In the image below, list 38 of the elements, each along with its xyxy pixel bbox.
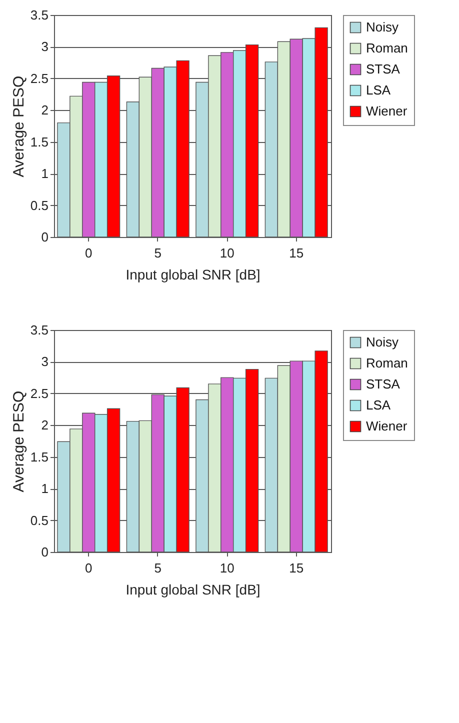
legend-label: STSA [366,376,400,392]
y-axis-title: Average PESQ [10,76,28,178]
legend-label: Roman [366,40,408,56]
x-axis-title: Input global SNR [dB] [126,582,260,598]
y-tick-label: 3.5 [30,322,48,338]
y-axis-title: Average PESQ [10,390,28,492]
x-tick-label: 5 [154,246,162,260]
y-tick-label: 2.5 [30,70,48,86]
legend-label: LSA [366,398,391,412]
x-tick-label: 15 [289,560,304,576]
y-tick-label: 1 [41,166,48,182]
y-tick-label: 3.5 [30,8,48,22]
x-axis-title: Input global SNR [dB] [126,266,260,282]
legend-label: Noisy [366,334,400,350]
x-tick-label: 15 [289,246,304,260]
y-tick-label: 2 [41,102,48,118]
x-tick-label: 10 [220,560,234,576]
y-tick-label: 1 [41,481,48,496]
legend-label: Noisy [366,20,400,34]
y-tick-label: 0 [41,230,48,244]
y-tick-label: 1.5 [30,134,48,150]
legend-label: Roman [366,356,408,370]
y-tick-label: 1.5 [30,449,48,464]
y-tick-label: 2 [41,418,48,433]
y-tick-label: 0.5 [30,512,48,528]
legend-label: LSA [366,82,391,98]
y-tick-label: 2.5 [30,386,48,401]
y-tick-label: 3 [41,354,48,370]
x-tick-label: 0 [85,246,92,260]
legend-label: Wiener [366,104,408,118]
y-tick-label: 0 [41,544,48,560]
y-tick-label: 3 [41,39,48,54]
legend-label: Wiener [366,418,408,434]
x-tick-label: 0 [85,560,92,576]
x-tick-label: 5 [154,560,162,576]
x-tick-label: 10 [220,246,234,260]
y-tick-label: 0.5 [30,198,48,213]
legend-label: STSA [366,62,400,76]
